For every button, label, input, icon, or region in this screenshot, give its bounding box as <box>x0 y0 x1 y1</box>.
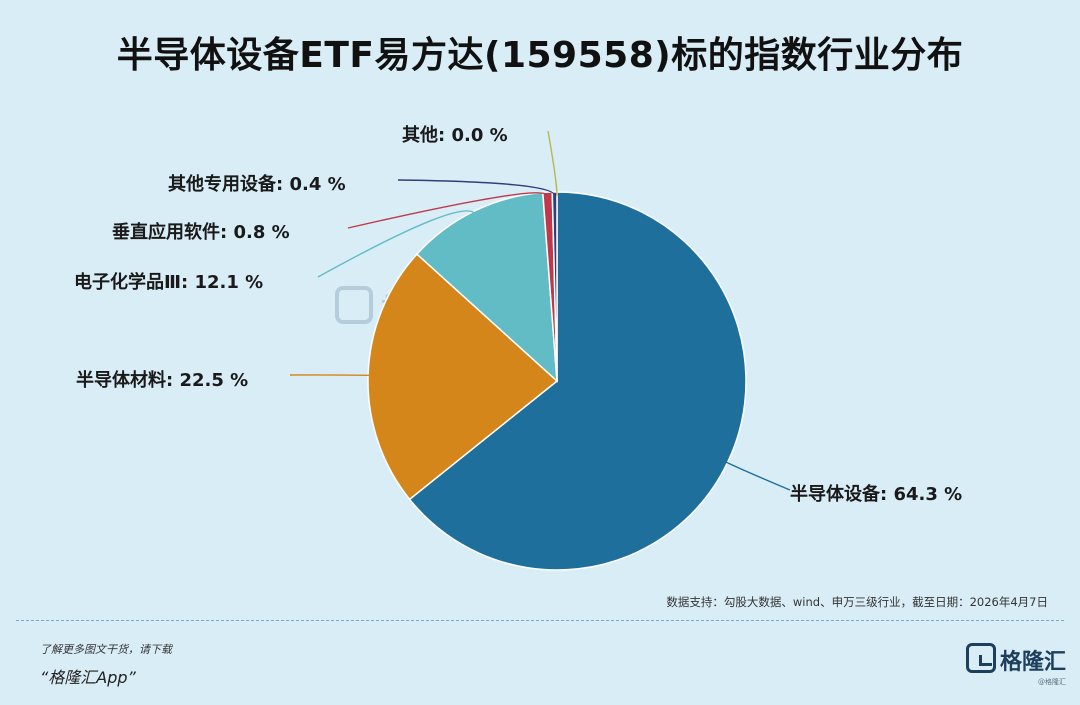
footer-logo: 格隆汇 @格隆汇 <box>966 643 1067 686</box>
leader-line-2 <box>289 374 372 377</box>
chart-title: 半导体设备ETF易方达(159558)标的指数行业分布 <box>116 35 964 76</box>
leader-line-4 <box>347 192 549 229</box>
footer-download-tip: 了解更多图文干货，请下载 <box>40 643 172 656</box>
slice-label-3: 电子化学品Ⅲ: 12.1 % <box>74 271 263 293</box>
source-note: 数据支持：勾股大数据、wind、申万三级行业，截至日期：2026年4月7日 <box>666 595 1048 609</box>
slice-label-2: 半导体材料: 22.5 % <box>76 369 248 391</box>
leader-line-6 <box>547 130 558 196</box>
slice-label-6: 其他: 0.0 % <box>402 124 508 146</box>
slice-label-4: 垂直应用软件: 0.8 % <box>112 221 290 243</box>
footer-logo-sub: @格隆汇 <box>1038 678 1066 686</box>
leader-line-5 <box>397 179 556 197</box>
footer-logo-text: 格隆汇 <box>1000 650 1067 675</box>
leader-line-1 <box>723 460 791 491</box>
slice-label-1: 半导体设备: 64.3 % <box>790 483 962 505</box>
footer-divider <box>16 620 1064 621</box>
footer-app-name: “格隆汇App” <box>40 668 136 687</box>
gelonghui-logo-icon <box>966 643 996 673</box>
leader-line-3 <box>317 210 477 278</box>
slice-label-5: 其他专用设备: 0.4 % <box>168 173 346 195</box>
